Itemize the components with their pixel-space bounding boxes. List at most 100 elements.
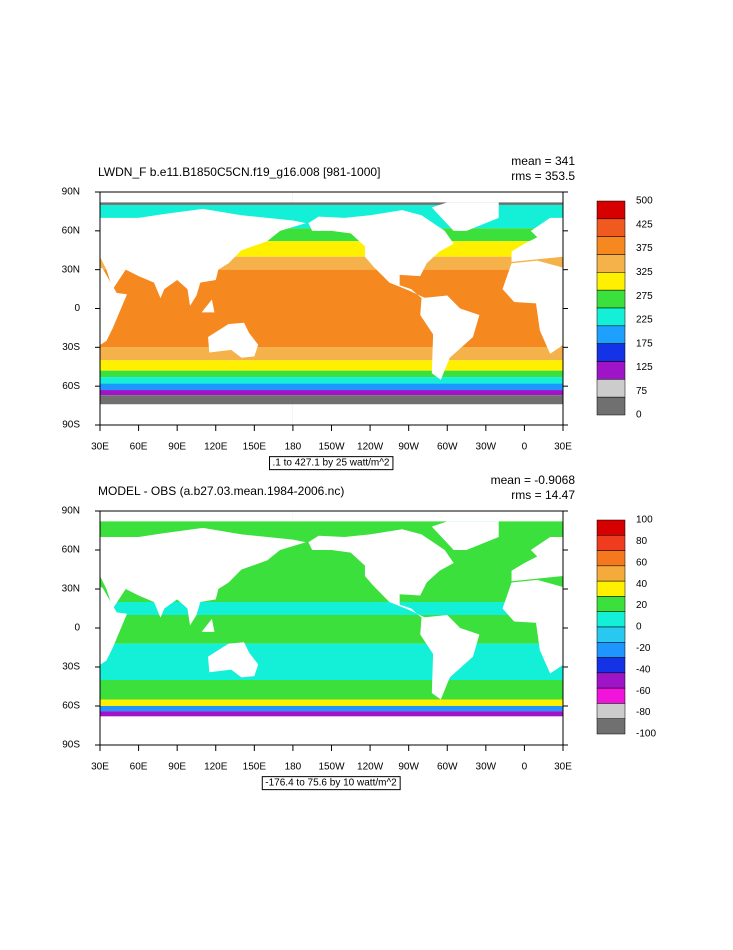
colorbar-label: -80 <box>636 707 651 718</box>
x-tick-label: 90W <box>398 442 419 453</box>
ocean-band <box>100 347 563 361</box>
ocean-band <box>100 602 563 615</box>
x-tick-label: 0 <box>522 442 528 453</box>
x-tick-label: 90E <box>168 762 186 773</box>
land <box>292 511 563 522</box>
colorbar-label: 175 <box>636 338 653 349</box>
x-tick-label: 150W <box>318 762 345 773</box>
colorbar-label: 325 <box>636 267 653 278</box>
y-tick-label: 90N <box>62 187 80 198</box>
colorbar-box <box>596 718 626 735</box>
land <box>308 529 454 618</box>
ocean-band <box>100 680 563 700</box>
y-tick-label: 60S <box>62 701 80 712</box>
range-note-box <box>269 456 394 471</box>
x-tick-label: 60W <box>437 762 458 773</box>
colorbar-label: -60 <box>636 686 651 697</box>
colorbar-label: 100 <box>636 515 653 526</box>
x-tick-label: 0 <box>522 762 528 773</box>
ocean-band <box>100 383 563 391</box>
land <box>665 619 678 632</box>
colorbar-box <box>596 672 626 689</box>
colorbar-label: -100 <box>636 729 656 740</box>
x-tick-label: 30E <box>91 762 109 773</box>
x-tick-label: 180 <box>285 762 302 773</box>
x-tick-label: 150W <box>318 442 345 453</box>
ocean-band <box>100 370 563 378</box>
colorbar-box <box>596 396 626 416</box>
colorbar-box <box>596 236 626 255</box>
colorbar-label: -40 <box>636 664 651 675</box>
rms-label: rms = 353.5 <box>511 169 575 183</box>
y-tick-label: 30S <box>62 342 80 353</box>
colorbar-label: 425 <box>636 219 653 230</box>
y-tick-label: 90S <box>62 740 80 751</box>
colorbar-box <box>596 535 626 551</box>
y-tick-label: 90N <box>62 506 80 517</box>
colorbar-box <box>596 379 626 398</box>
colorbar-box <box>596 272 626 291</box>
land <box>100 208 306 306</box>
land <box>292 404 563 425</box>
x-tick-label: 120W <box>357 442 384 453</box>
x-tick-label: 120W <box>357 762 384 773</box>
colorbar-label: 75 <box>636 386 648 397</box>
panel-title: MODEL - OBS (a.b27.03.mean.1984-2006.nc) <box>98 484 344 498</box>
ocean-band <box>100 699 563 706</box>
ocean-band <box>100 615 563 644</box>
colorbar-box <box>596 361 626 380</box>
land <box>201 618 215 632</box>
colorbar-label: 375 <box>636 243 653 254</box>
colorbar-label: 0 <box>636 622 642 633</box>
ocean-band <box>100 711 563 717</box>
y-tick-label: 0 <box>74 623 80 634</box>
colorbar-box <box>596 307 626 327</box>
ocean-band <box>100 360 563 371</box>
land <box>308 210 454 299</box>
y-tick-label: 60S <box>62 381 80 392</box>
rms-label: rms = 14.47 <box>511 488 575 502</box>
x-tick-label: 150E <box>243 442 267 453</box>
x-tick-label: 90W <box>398 762 419 773</box>
land <box>431 202 499 231</box>
land <box>100 586 128 665</box>
colorbar-box <box>596 519 626 536</box>
ocean-band <box>100 390 563 396</box>
land <box>100 404 293 425</box>
x-tick-label: 90E <box>168 442 186 453</box>
range-note: .1 to 427.1 by 25 watt/m^2 <box>273 458 390 469</box>
colorbar-box <box>596 642 626 658</box>
x-tick-label: 120E <box>204 442 228 453</box>
colorbar-box <box>596 565 626 582</box>
mean-label: mean = 341 <box>511 154 575 168</box>
colorbar-box <box>596 254 626 273</box>
land <box>100 527 306 626</box>
colorbar-label: 225 <box>636 315 653 326</box>
x-tick-label: 60E <box>130 442 148 453</box>
colorbar-box <box>596 343 626 362</box>
ocean-band <box>100 706 563 712</box>
colorbar-label: 0 <box>636 410 642 421</box>
ocean-band <box>100 377 563 384</box>
x-tick-label: 30W <box>476 762 497 773</box>
y-tick-label: 60N <box>62 225 80 236</box>
land <box>671 642 721 677</box>
land <box>208 642 259 678</box>
land <box>201 299 215 313</box>
land <box>671 323 721 358</box>
y-tick-label: 30S <box>62 662 80 673</box>
colorbar-box <box>596 200 626 220</box>
x-tick-label: 30E <box>91 442 109 453</box>
colorbar-box <box>596 703 626 719</box>
land <box>665 299 678 312</box>
x-tick-label: 30W <box>476 442 497 453</box>
y-tick-label: 60N <box>62 545 80 556</box>
land <box>100 724 293 745</box>
land <box>0 296 16 380</box>
map <box>100 511 721 745</box>
colorbar-box <box>596 626 626 643</box>
land <box>420 295 480 380</box>
land <box>0 202 36 230</box>
x-tick-label: 150E <box>243 762 267 773</box>
colorbar-label: 500 <box>636 196 653 207</box>
